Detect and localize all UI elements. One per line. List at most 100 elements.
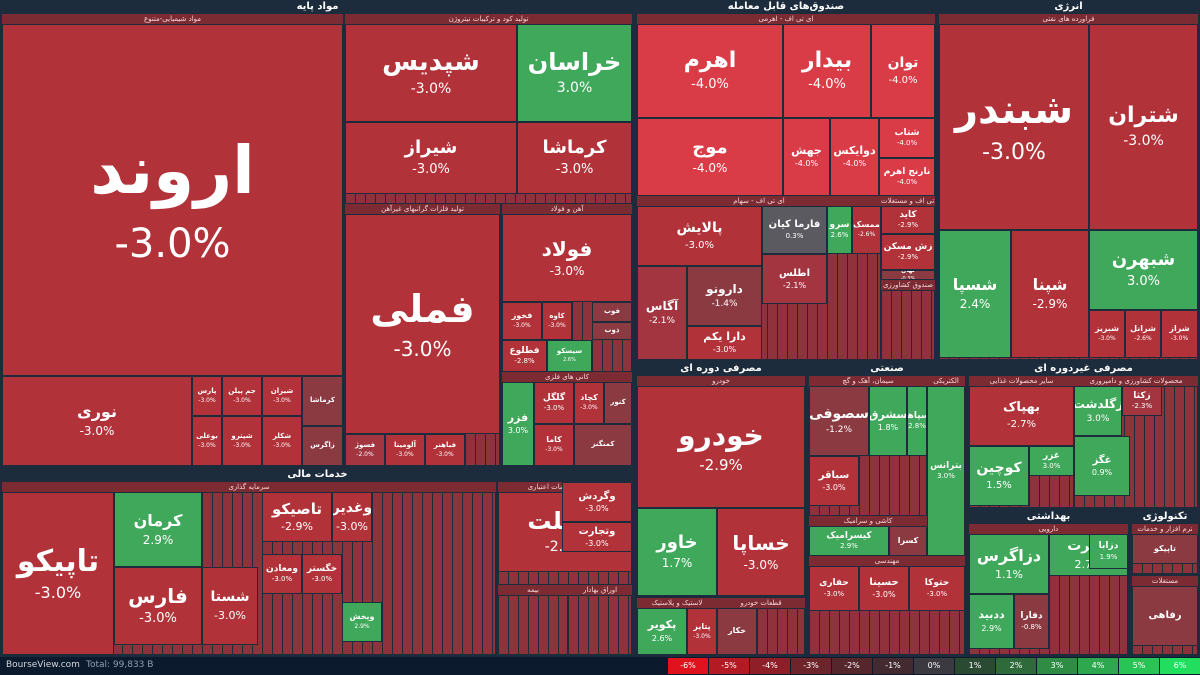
stock-tile[interactable]: زش مسکن -2.9% <box>881 234 935 270</box>
industry-4-0[interactable]: خودرو خودرو -2.9% خاور 1.7% خساپا -3.0% <box>637 376 805 596</box>
stock-tile[interactable]: شپنا -2.9% <box>1011 230 1089 358</box>
stock-tile[interactable]: جهش -4.0% <box>783 118 830 196</box>
stock-tile[interactable]: فارما کیان 0.3% <box>762 206 827 254</box>
industry-5-1[interactable]: کاشی و سرامیک کیسرامیک 2.9% کسرا <box>809 516 927 556</box>
industry-2-0[interactable]: فراورده های نفتی شبندر -3.0% شتران -3.0% شبهر… <box>939 14 1198 360</box>
stock-tile[interactable]: سشرق 1.8% <box>869 386 907 456</box>
stock-tile[interactable]: فسوژ -2.0% <box>345 434 385 466</box>
stock-tile[interactable]: پارس -3.0% <box>192 376 222 416</box>
stock-tile[interactable]: شیران -3.0% <box>262 376 302 416</box>
industry-1-3[interactable]: صندوق کشاورزی <box>881 280 935 360</box>
sector-8[interactable]: تکنولوژی نرم افزار و خدمات تاپیکو مستغلات رف… <box>1130 510 1200 657</box>
stock-tile[interactable]: پکویر 2.6% <box>637 608 687 655</box>
stock-tile[interactable]: شبهرن 3.0% <box>1089 230 1198 310</box>
industry-4-2[interactable]: قطعات خودرو خکار <box>717 598 805 655</box>
industry-1-0[interactable]: ای تی اف - اهرمی اهرم -4.0% بیدار -4.0% توان -… <box>637 14 935 196</box>
industry-3-0[interactable]: سرمایه گذاری تاپیکو -3.0% فارس -3.0% کرمان 2.9… <box>2 482 496 655</box>
industry-8-1[interactable]: مستغلات رفاهی <box>1132 576 1198 655</box>
stock-tile[interactable]: بوعلی -3.0% <box>192 416 222 466</box>
sector-1[interactable]: صندوق‌های قابل معامله ای تی اف - اهرمی اهر… <box>635 0 937 362</box>
stock-tile[interactable]: اروند -3.0% <box>2 24 343 376</box>
industry-6-0[interactable]: سایر محصولات غذایی بهپاک -2.7% کوچین 1.5% غزر… <box>969 376 1074 508</box>
stock-tile[interactable]: فزر 3.0% <box>502 382 534 466</box>
stock-tile[interactable]: نارنج اهرم -4.0% <box>879 158 935 196</box>
stock-tile[interactable]: زاگرس <box>302 426 343 466</box>
stock-tile[interactable]: پتایر -3.0% <box>687 608 717 655</box>
industry-5-2[interactable]: الکتریکی بترانس 3.0% <box>927 376 965 556</box>
stock-tile[interactable]: شکلر -3.0% <box>262 416 302 466</box>
stock-tile[interactable]: شتاب -4.0% <box>879 118 935 158</box>
stock-tile[interactable]: کرماشا <box>302 376 343 426</box>
stock-tile[interactable]: سپاها2.8% <box>907 386 927 456</box>
brand-label[interactable]: BourseView.com <box>6 660 80 670</box>
stock-tile[interactable]: تاپیکو -3.0% <box>2 492 114 655</box>
stock-tile[interactable]: سصوفی -1.2% <box>809 386 869 456</box>
stock-tile[interactable]: شراز -3.0% <box>1161 310 1198 358</box>
stock-tile[interactable]: ومعادن -3.0% <box>262 554 302 594</box>
stock-tile[interactable]: موج -4.0% <box>637 118 783 196</box>
stock-tile[interactable]: ددبید 2.9% <box>969 594 1014 649</box>
sector-2[interactable]: انرژی فراورده های نفتی شبندر -3.0% شتران -3.0… <box>937 0 1200 362</box>
sector-6[interactable]: مصرفی غیردوره ای سایر محصولات غذایی بهپاک -… <box>967 362 1200 510</box>
stock-tile[interactable]: وتجارت -3.0% <box>562 522 632 552</box>
sector-3[interactable]: خدمات مالی سرمایه گذاری تاپیکو -3.0% فارس -3.… <box>0 468 635 657</box>
stock-tile[interactable]: فباهنر -3.0% <box>425 434 465 466</box>
stock-tile[interactable]: کوچین 1.5% <box>969 446 1029 506</box>
industry-4-1[interactable]: لاستیک و پلاستیک پکویر 2.6% پتایر -3.0% <box>637 598 717 655</box>
stock-tile[interactable]: فملی -3.0% <box>345 214 500 434</box>
stock-tile[interactable]: کاید -2.9% <box>881 206 935 234</box>
stock-tile[interactable]: توان -4.0% <box>871 24 935 118</box>
stock-tile[interactable]: دارا یکم -3.0% <box>687 326 762 360</box>
stock-tile[interactable]: بیدار -4.0% <box>783 24 871 118</box>
stock-tile[interactable]: شبندر -3.0% <box>939 24 1089 230</box>
stock-tile[interactable]: زکثا -2.3% <box>1122 386 1162 416</box>
stock-tile[interactable]: کچاد -3.0% <box>574 382 604 424</box>
stock-tile[interactable]: گلگل -3.0% <box>534 382 574 424</box>
stock-tile[interactable]: اهرم -4.0% <box>637 24 783 118</box>
stock-tile[interactable]: خگستر -3.0% <box>302 554 342 594</box>
sector-4[interactable]: مصرفی دوره ای خودرو خودرو -2.9% خاور 1.7% خساپ… <box>635 362 807 657</box>
stock-tile[interactable]: غگز 0.9% <box>1074 436 1130 496</box>
stock-tile[interactable]: بترانس 3.0% <box>927 386 965 556</box>
stock-tile[interactable]: نوری -3.0% <box>2 376 192 466</box>
stock-tile[interactable]: فوب <box>592 302 632 322</box>
stock-tile[interactable]: شپدیس -3.0% <box>345 24 517 122</box>
industry-6-1[interactable]: محصولات کشاورزی و دامپروری زگلدشت 3.0% زکثا… <box>1074 376 1198 508</box>
stock-tile[interactable]: حسینا -3.0% <box>859 566 909 611</box>
industry-8-0[interactable]: نرم افزار و خدمات تاپیکو <box>1132 524 1198 574</box>
stock-tile[interactable]: کرماشا -3.0% <box>517 122 632 194</box>
stock-tile[interactable]: آگاس -2.1% <box>637 266 687 360</box>
stock-tile[interactable]: فولاد -3.0% <box>502 214 632 302</box>
stock-tile[interactable]: جم پیلن -3.0% <box>222 376 262 416</box>
stock-tile[interactable]: وپخش 2.9% <box>342 602 382 642</box>
stock-tile[interactable]: پالایش -3.0% <box>637 206 762 266</box>
stock-tile[interactable]: خکار <box>717 608 757 655</box>
stock-tile[interactable]: شسپا 2.4% <box>939 230 1011 358</box>
stock-tile[interactable]: کرمان 2.9% <box>114 492 202 567</box>
stock-tile[interactable]: دارونو -1.4% <box>687 266 762 326</box>
industry-0-4[interactable]: کانی های فلزی فزر 3.0% گلگل -3.0% کچاد -3.0% کن… <box>502 372 632 466</box>
stock-tile[interactable]: شبریز -3.0% <box>1089 310 1125 358</box>
industry-3-1[interactable]: بانکها و موسسات اعتباریوبملت-2.9%وگردش-3… <box>498 482 632 585</box>
stock-tile[interactable]: اطلس -2.1% <box>762 254 827 304</box>
stock-tile[interactable]: فطلوع -2.8% <box>502 340 547 372</box>
stock-tile[interactable]: رفاهی <box>1132 586 1198 646</box>
stock-tile[interactable]: حفاری -3.0% <box>809 566 859 611</box>
stock-tile[interactable]: شپترو -3.0% <box>222 416 262 466</box>
stock-tile[interactable]: سرو 2.6% <box>827 206 852 254</box>
stock-tile[interactable]: آلومینا -3.0% <box>385 434 425 466</box>
stock-tile[interactable]: دوایکس -4.0% <box>830 118 879 196</box>
stock-tile[interactable]: سباقر -3.0% <box>809 456 859 506</box>
stock-tile[interactable]: کسرا <box>889 526 927 556</box>
stock-tile[interactable]: دزابا 1.9% <box>1089 534 1128 569</box>
stock-tile[interactable]: دزاگرس 1.1% <box>969 534 1049 594</box>
stock-tile[interactable]: فارس -3.0% <box>114 567 202 645</box>
stock-tile[interactable]: وگردش -3.0% <box>562 482 632 522</box>
stock-tile[interactable]: تاصیکو -2.9% <box>262 492 332 542</box>
stock-tile[interactable]: زگلدشت 3.0% <box>1074 386 1122 436</box>
industry-0-2[interactable]: تولید فلزات گرانبهای غیرآهن فملی -3.0% فسوژ… <box>345 204 500 466</box>
stock-tile[interactable]: شتران -3.0% <box>1089 24 1198 230</box>
stock-tile[interactable]: بهپاک -2.7% <box>969 386 1074 446</box>
industry-0-1[interactable]: تولید کود و ترکیبات نیتروژن شپدیس -3.0% خرا… <box>345 14 632 204</box>
stock-tile[interactable]: غزر 3.0% <box>1029 446 1074 476</box>
